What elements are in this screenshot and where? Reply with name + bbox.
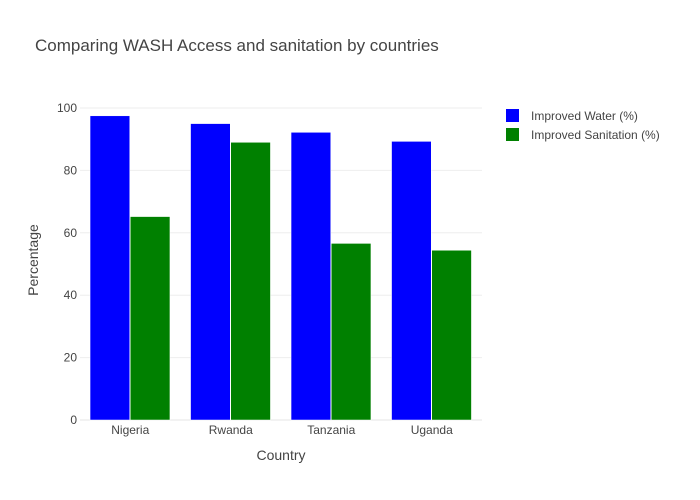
bar-sanitation-nigeria[interactable] <box>130 216 171 421</box>
y-tick-label: 60 <box>64 226 78 240</box>
y-tick-label: 20 <box>64 351 78 365</box>
legend[interactable]: Improved Water (%) Improved Sanitation (%… <box>506 109 660 142</box>
bar-water-rwanda[interactable] <box>190 123 231 421</box>
x-axis-title: Country <box>256 447 305 463</box>
legend-item-sanitation[interactable]: Improved Sanitation (%) <box>506 128 660 142</box>
chart-title: Comparing WASH Access and sanitation by … <box>35 36 439 55</box>
bars <box>89 115 472 421</box>
y-tick-label: 0 <box>70 413 77 427</box>
x-tick-label: Uganda <box>411 423 453 437</box>
y-tick-label: 100 <box>57 101 77 115</box>
bar-sanitation-rwanda[interactable] <box>230 142 271 421</box>
bar-water-tanzania[interactable] <box>290 132 331 421</box>
x-tick-label: Tanzania <box>307 423 355 437</box>
y-tick-label: 80 <box>64 163 78 177</box>
bar-water-uganda[interactable] <box>391 141 432 421</box>
x-tick-label: Rwanda <box>209 423 253 437</box>
bar-sanitation-tanzania[interactable] <box>331 243 372 421</box>
y-tick-label: 40 <box>64 288 78 302</box>
legend-swatch <box>506 128 519 141</box>
legend-item-water[interactable]: Improved Water (%) <box>506 109 638 123</box>
bar-water-nigeria[interactable] <box>89 115 131 421</box>
legend-label: Improved Sanitation (%) <box>531 128 660 142</box>
y-tick-labels: 0 20 40 60 80 100 <box>57 101 77 427</box>
legend-label: Improved Water (%) <box>531 109 638 123</box>
x-tick-labels: Nigeria Rwanda Tanzania Uganda <box>111 423 453 437</box>
x-tick-label: Nigeria <box>111 423 149 437</box>
y-axis-title: Percentage <box>25 224 41 296</box>
legend-swatch <box>506 109 519 122</box>
bar-sanitation-uganda[interactable] <box>431 250 472 421</box>
